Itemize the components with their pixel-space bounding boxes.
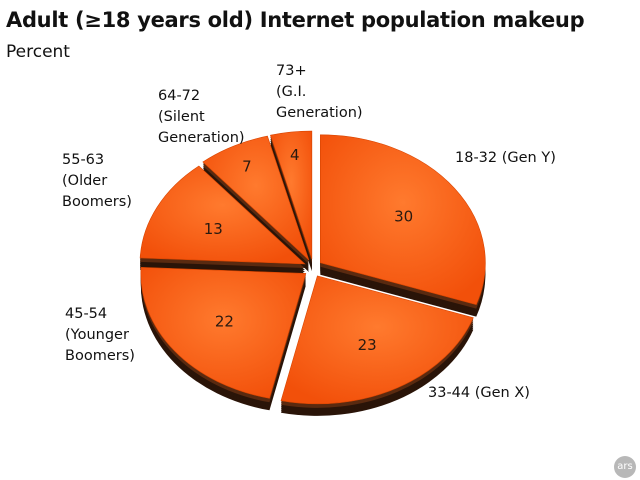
label-older-boomers: 55-63 (Older Boomers) xyxy=(62,152,132,210)
label-gen-y: 18-32 (Gen Y) xyxy=(455,150,556,166)
slice-value-label: 22 xyxy=(215,313,234,331)
slice-value-label: 7 xyxy=(242,158,252,176)
pie-slice xyxy=(139,165,306,265)
pie-slice xyxy=(270,130,313,260)
label-gi-generation: 73+ (G.I. Generation) xyxy=(276,63,363,121)
pie-slice xyxy=(280,275,474,405)
pie-slice xyxy=(140,267,307,399)
ars-logo: ars xyxy=(614,456,636,478)
slice-value-label: 23 xyxy=(358,336,377,354)
chart-subtitle: Percent xyxy=(6,42,70,62)
slice-value-label: 13 xyxy=(204,220,223,238)
slice-value-label: 30 xyxy=(394,208,413,226)
label-gen-x: 33-44 (Gen X) xyxy=(428,385,530,401)
pie-slice xyxy=(320,134,486,306)
pie-slice xyxy=(202,135,310,261)
chart-title: Adult (≥18 years old) Internet populatio… xyxy=(6,8,585,32)
label-silent-generation: 64-72 (Silent Generation) xyxy=(158,88,245,146)
label-younger-boomers: 45-54 (Younger Boomers) xyxy=(65,306,135,364)
slice-value-label: 4 xyxy=(290,146,300,164)
